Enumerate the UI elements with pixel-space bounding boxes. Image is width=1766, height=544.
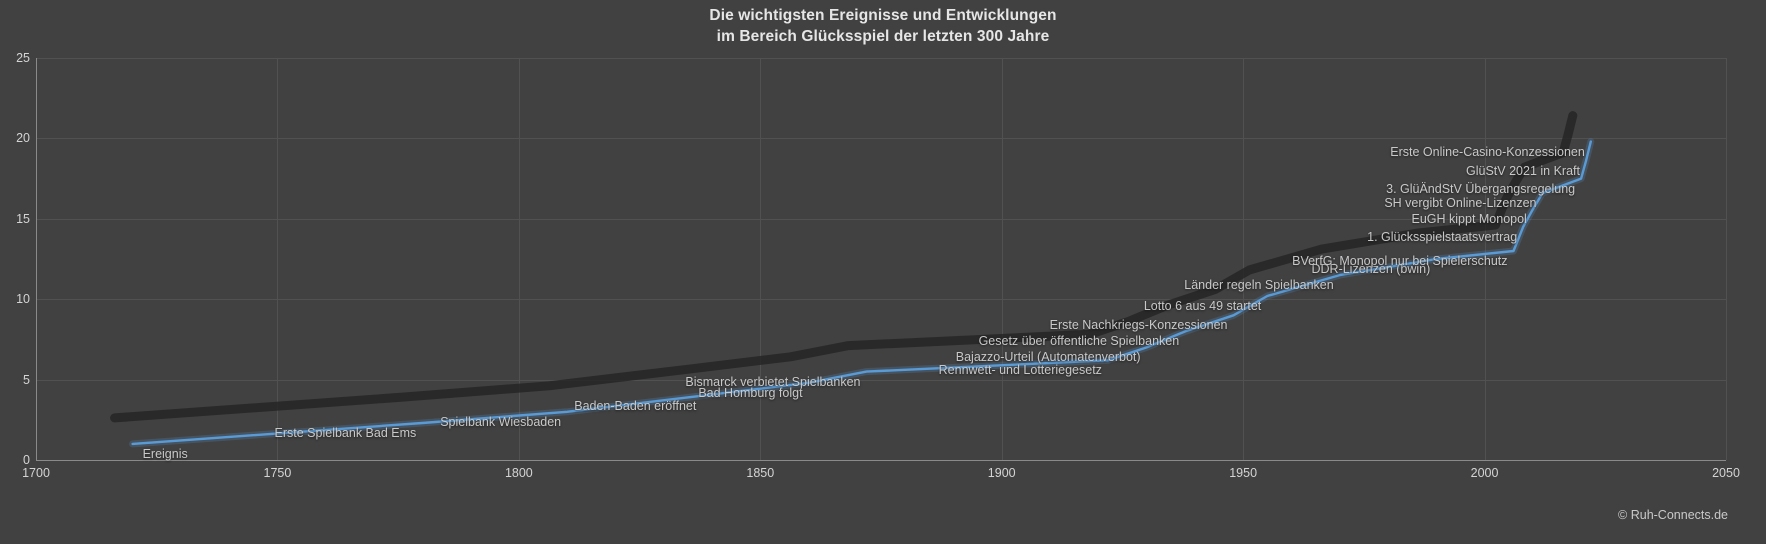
y-axis-tick-15: 15	[16, 211, 30, 226]
gridline-horizontal	[36, 379, 1726, 381]
chart-title: Die wichtigsten Ereignisse und Entwicklu…	[0, 5, 1766, 47]
x-axis-tick-1900: 1900	[987, 466, 1016, 480]
x-axis-tick-1800: 1800	[504, 466, 533, 480]
data-point-label: EuGH kippt Monopol	[1411, 212, 1527, 227]
gridline-vertical	[1001, 58, 1003, 460]
data-point-label: Bismarck verbietet Spielbanken	[685, 374, 861, 389]
gridline-vertical	[518, 58, 520, 460]
y-axis-line	[36, 58, 37, 460]
data-point-label: Länder regeln Spielbanken	[1184, 278, 1334, 293]
gridline-vertical	[1484, 58, 1486, 460]
data-point-label: 1. Glücksspielstaatsvertrag	[1367, 229, 1518, 244]
gridline-horizontal	[36, 218, 1726, 220]
data-point-label: Baden-Baden eröffnet	[574, 398, 697, 413]
data-point-label: Erste Spielbank Bad Ems	[274, 426, 417, 441]
data-point-label: BVerfG: Monopol nur bei Spielerschutz	[1292, 253, 1508, 268]
data-point-label: Bad Homburg folgt	[698, 385, 803, 400]
data-point-label: Bajazzo-Urteil (Automatenverbot)	[955, 350, 1141, 365]
data-point-label: Lotto 6 aus 49 startet	[1143, 298, 1262, 313]
y-axis-tick-20: 20	[16, 131, 30, 146]
data-point-label: Spielbank Wiesbaden	[440, 414, 562, 429]
gridline-horizontal	[36, 138, 1726, 140]
gridline-vertical	[277, 58, 279, 460]
y-axis-tick-10: 10	[16, 292, 30, 307]
y-axis-tick-0: 0	[23, 453, 30, 467]
data-point-label: Erste Nachkriegs-Konzessionen	[1049, 318, 1228, 333]
x-axis-tick-2050: 2050	[1712, 466, 1740, 480]
x-axis-tick-1750: 1750	[263, 466, 292, 480]
gridline-horizontal	[36, 299, 1726, 301]
chart-title-line-1: Die wichtigsten Ereignisse und Entwicklu…	[709, 7, 1057, 24]
gridline-horizontal	[36, 58, 1726, 59]
chart-title-line-2: im Bereich Glücksspiel der letzten 300 J…	[716, 28, 1050, 45]
gridline-vertical	[1726, 58, 1727, 460]
x-axis-tick-1950: 1950	[1229, 466, 1258, 480]
gridline-vertical	[1243, 58, 1245, 460]
x-axis-line	[36, 460, 1726, 461]
data-point-label: GlüStV 2021 in Kraft	[1466, 163, 1580, 178]
data-point-label: SH vergibt Online-Lizenzen	[1384, 196, 1537, 211]
x-axis-tick-1700: 1700	[22, 466, 50, 480]
credit-text: © Ruh-Connects.de	[1618, 508, 1728, 522]
data-point-label: Erste Online-Casino-Konzessionen	[1390, 144, 1585, 159]
y-axis-tick-5: 5	[23, 372, 30, 387]
data-point-label: Ereignis	[142, 446, 188, 461]
data-point-label: DDR-Lizenzen (bwin)	[1311, 262, 1431, 276]
series-line-ereignis[interactable]	[131, 140, 1592, 446]
data-point-label: Gesetz über öffentliche Spielbanken	[978, 334, 1180, 349]
x-axis-tick-1850: 1850	[746, 466, 775, 480]
series-line-group	[110, 111, 1595, 448]
plot-area: 0 5 10 15 20 25 1700 1750 1800 1850 1900 1950 2000 2…	[16, 51, 1740, 480]
y-axis-tick-25: 25	[16, 51, 30, 65]
series-line-shadow	[110, 111, 1578, 423]
x-axis-tick-2000: 2000	[1470, 466, 1499, 480]
data-point-label: Rennwett- und Lotteriegesetz	[938, 363, 1102, 378]
data-point-label: 3. GlüÄndStV Übergangsregelung	[1386, 181, 1576, 196]
gridline-vertical	[760, 58, 762, 460]
